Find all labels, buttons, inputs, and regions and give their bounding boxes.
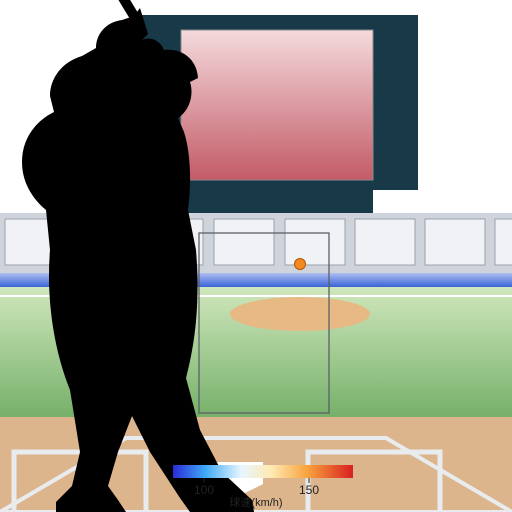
legend-tick-label: 150 xyxy=(299,483,319,497)
pitch-marker xyxy=(295,259,306,270)
scoreboard-screen xyxy=(181,30,373,180)
bleacher-section xyxy=(425,219,485,265)
bleacher-section xyxy=(214,219,274,265)
bleacher-section xyxy=(285,219,345,265)
speed-legend-bar xyxy=(173,465,353,478)
bleacher-section xyxy=(495,219,512,265)
legend-axis-label: 球速(km/h) xyxy=(229,495,282,509)
pitchers-mound xyxy=(230,297,370,331)
legend-tick-label: 100 xyxy=(194,483,214,497)
bleacher-section xyxy=(355,219,415,265)
